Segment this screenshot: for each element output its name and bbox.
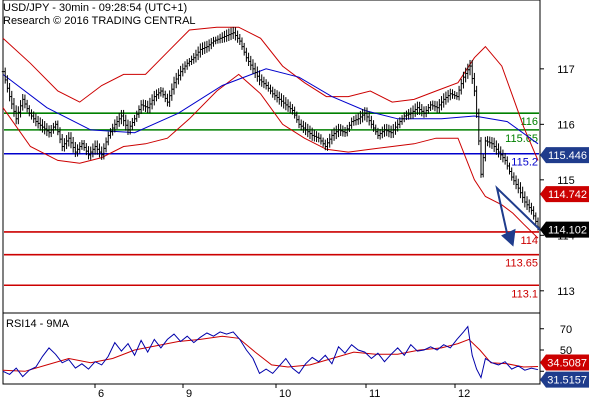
forecast-arrow (495, 185, 541, 238)
rsi-ma-line (2, 335, 539, 372)
rsi-value-tag-bg (540, 371, 589, 388)
level-label: 115.65 (505, 133, 538, 145)
level-label: 114 (520, 235, 538, 247)
x-tick-label: 6 (98, 388, 104, 400)
level-label: 115.2 (511, 157, 538, 169)
rsi-value-tag: 31.5157 (547, 375, 587, 387)
moving-average-line (2, 68, 539, 145)
x-tick-label: 9 (186, 388, 192, 400)
last-price-tag: 114.102 (548, 225, 587, 237)
x-tick-label: 11 (369, 388, 380, 400)
y-tick-label: 116 (557, 119, 575, 131)
lower-bollinger-band (2, 73, 539, 239)
rsi-title: RSI14 - 9MA (6, 318, 70, 330)
rsi-tick-label: 70 (560, 324, 572, 336)
rsi-panel-frame (2, 312, 541, 385)
level-label: 116 (520, 116, 538, 128)
y-tick-label: 117 (557, 64, 575, 76)
level-label: 113.65 (505, 258, 538, 270)
price-panel-frame (2, 0, 541, 314)
x-tick-label: 10 (279, 388, 291, 400)
chart-title: USD/JPY - 30min - 09:28:54 (UTC+1) (3, 2, 188, 14)
rsi-ma-value-tag-bg (540, 354, 589, 371)
forecast-arrowhead (501, 228, 516, 247)
ma-value-tag: 115.446 (548, 150, 587, 162)
copyright-text: Research © 2016 TRADING CENTRAL (3, 15, 196, 27)
band-value-tag-bg (540, 186, 589, 203)
upper-bollinger-band (2, 26, 539, 161)
rsi-ma-value-tag: 34.5087 (547, 357, 587, 369)
rsi-tick-label: 50 (560, 345, 572, 357)
last-price-tag-bg (540, 221, 589, 238)
band-value-tag: 114.742 (548, 189, 587, 201)
ma-value-tag-bg (540, 147, 589, 164)
rsi-line (2, 325, 539, 380)
level-label: 113.1 (511, 288, 538, 300)
y-tick-label: 115 (557, 175, 575, 187)
x-tick-label: 12 (458, 388, 470, 400)
y-tick-label: 113 (557, 286, 575, 298)
